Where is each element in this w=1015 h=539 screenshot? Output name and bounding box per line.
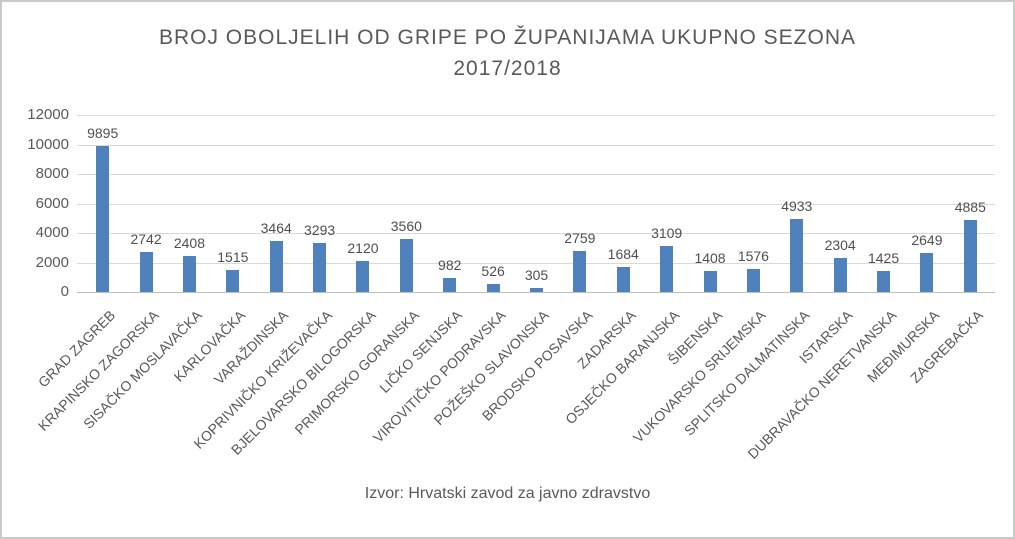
bar-value-label: 1425 xyxy=(867,249,900,266)
gridline xyxy=(77,115,995,116)
bar xyxy=(703,271,717,292)
bar xyxy=(139,251,153,292)
bar xyxy=(486,284,500,292)
bar xyxy=(790,219,804,292)
bar-value-label: 526 xyxy=(481,263,505,280)
y-axis-tick-label: 6000 xyxy=(35,194,69,212)
x-axis-line xyxy=(77,292,995,293)
bar xyxy=(616,267,630,292)
bar-value-label: 1515 xyxy=(217,248,249,265)
y-axis-tick-label: 4000 xyxy=(35,224,69,241)
y-axis-tick-label: 8000 xyxy=(35,165,69,182)
bar xyxy=(226,269,240,292)
bar xyxy=(399,239,413,292)
bar xyxy=(530,287,543,292)
bar xyxy=(182,256,196,292)
y-axis-tick-label: 0 xyxy=(60,283,69,300)
bar xyxy=(920,252,934,292)
bar xyxy=(963,219,977,292)
bar-value-label: 1576 xyxy=(737,247,769,264)
gridline xyxy=(77,262,995,264)
bar-value-label: 982 xyxy=(438,256,462,273)
bar-value-label: 4885 xyxy=(954,198,986,215)
bar-value-label: 2649 xyxy=(911,231,943,248)
bar xyxy=(660,246,674,292)
bar-value-label: 305 xyxy=(524,266,549,283)
bar-value-label: 2408 xyxy=(173,235,206,252)
bar xyxy=(833,258,847,292)
bar xyxy=(356,260,370,292)
bar-value-label: 2120 xyxy=(347,239,379,256)
bar-value-label: 2742 xyxy=(130,230,162,247)
bar-value-label: 3560 xyxy=(390,218,422,235)
bar xyxy=(269,240,283,292)
chart-title: BROJ OBOLJELIH OD GRIPE PO ŽUPANIJAMA UK… xyxy=(2,22,1013,84)
chart-title-line1: BROJ OBOLJELIH OD GRIPE PO ŽUPANIJAMA UK… xyxy=(158,26,857,49)
y-axis-tick-label: 12000 xyxy=(27,106,69,123)
bar-value-label: 1684 xyxy=(607,246,639,263)
bar xyxy=(96,146,110,292)
bar xyxy=(877,270,891,292)
gridline xyxy=(77,144,995,146)
chart-title-line2: 2017/2018 xyxy=(453,57,562,80)
bar-value-label: 3293 xyxy=(304,222,336,239)
x-axis-label: GRAD ZAGREB xyxy=(34,307,119,391)
bar xyxy=(573,251,587,292)
y-axis-tick-label: 10000 xyxy=(27,135,69,153)
bar-value-label: 9895 xyxy=(87,125,119,142)
bar-value-label: 3109 xyxy=(651,225,683,242)
bar-value-label: 2304 xyxy=(824,237,856,254)
bar-value-label: 4933 xyxy=(781,198,813,215)
gridline xyxy=(77,203,995,205)
y-axis-tick-label: 2000 xyxy=(35,253,69,271)
bar xyxy=(313,243,327,292)
bar-value-label: 2759 xyxy=(564,230,596,247)
gridline xyxy=(77,233,995,234)
gridline xyxy=(77,174,995,175)
source-note: Izvor: Hrvatski zavod za javno zdravstvo xyxy=(364,485,651,502)
bar xyxy=(443,277,457,292)
bar-value-label: 1408 xyxy=(694,250,726,267)
bar-value-label: 3464 xyxy=(260,219,292,236)
bar xyxy=(746,268,760,292)
